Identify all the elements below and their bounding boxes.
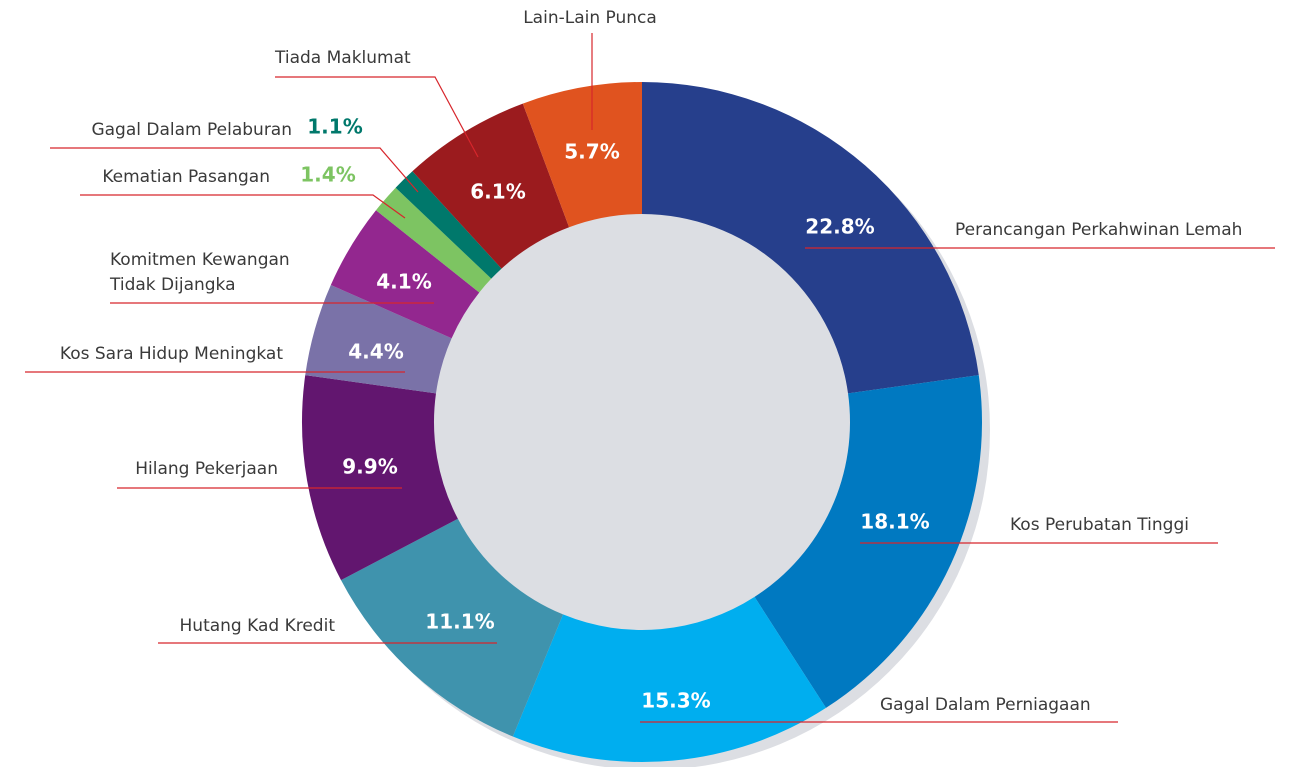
value-label: 9.9%: [342, 455, 397, 479]
value-label: 18.1%: [860, 510, 929, 534]
category-label: Kos Perubatan Tinggi: [1010, 515, 1189, 535]
category-label: Hutang Kad Kredit: [180, 616, 336, 636]
slice: [512, 596, 826, 762]
value-label: 1.1%: [307, 115, 362, 139]
value-label: 4.1%: [376, 270, 431, 294]
category-label: Kematian Pasangan: [102, 167, 270, 187]
slice: [395, 171, 502, 279]
category-label: Lain-Lain Punca: [523, 8, 657, 28]
category-label: Tiada Maklumat: [274, 48, 411, 68]
category-label: Komitmen Kewangan Tidak Dijangka: [109, 250, 290, 295]
slice: [330, 210, 480, 339]
slice: [642, 82, 979, 394]
leader-line: [275, 76, 479, 158]
slice: [754, 375, 982, 708]
leader-line: [50, 147, 419, 193]
slice: [375, 187, 492, 293]
value-label: 15.3%: [641, 689, 710, 713]
value-label: 5.7%: [564, 140, 619, 164]
slice: [341, 518, 564, 737]
value-label: 6.1%: [470, 180, 525, 204]
slice: [302, 375, 458, 581]
slice: [412, 103, 570, 269]
category-label: Perancangan Perkahwinan Lemah: [955, 220, 1242, 240]
slice: [522, 82, 642, 228]
value-label: 22.8%: [805, 215, 874, 239]
category-label: Gagal Dalam Pelaburan: [91, 120, 292, 140]
category-label: Gagal Dalam Perniagaan: [880, 695, 1091, 715]
category-label: Kos Sara Hidup Meningkat: [60, 344, 283, 364]
leader-line: [80, 194, 406, 219]
category-label: Hilang Pekerjaan: [135, 459, 278, 479]
value-label: 1.4%: [300, 163, 355, 187]
value-label: 11.1%: [425, 610, 494, 634]
slice: [305, 285, 452, 394]
value-label: 4.4%: [348, 340, 403, 364]
